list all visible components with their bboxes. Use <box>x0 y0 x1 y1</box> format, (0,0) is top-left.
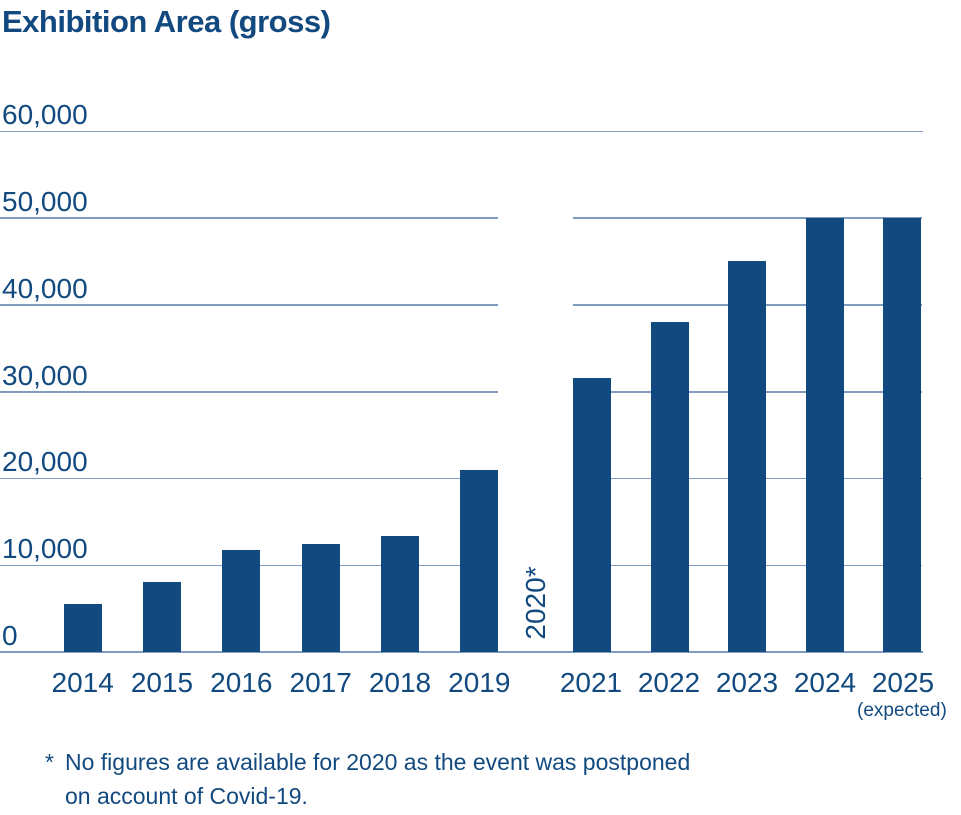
x-axis-label-2021: 2021 <box>559 667 623 698</box>
gridline <box>573 217 922 219</box>
gap-year-label: 2020* <box>520 566 551 640</box>
bar-2018 <box>380 535 419 652</box>
bar-2024 <box>805 217 844 652</box>
x-axis-label-2025: 2025 <box>871 667 935 698</box>
expected-note: (expected) <box>857 700 947 721</box>
bar-group-2021-2025 <box>573 131 921 652</box>
x-axis-label-2014: 2014 <box>51 667 114 698</box>
y-axis-label: 30,000 <box>2 359 88 391</box>
y-axis-label: 10,000 <box>2 533 88 565</box>
gridline <box>0 304 498 306</box>
chart-title: Exhibition Area (gross) <box>2 4 331 39</box>
bar-group-2014-2019 <box>64 131 498 652</box>
x-axis-label-2015: 2015 <box>130 667 194 698</box>
y-axis-label: 0 <box>2 620 18 651</box>
gridline <box>0 217 498 219</box>
bar-2014 <box>64 604 102 652</box>
footnote-line-1: No figures are available for 2020 as the… <box>65 749 691 775</box>
x-axis-label-2023: 2023 <box>715 667 779 698</box>
gridline <box>0 391 498 393</box>
x-axis-label-2024: 2024 <box>793 667 857 698</box>
bar-2022 <box>650 322 689 652</box>
gridline <box>0 651 923 653</box>
x-axis-label-2017: 2017 <box>289 667 352 698</box>
y-axis-label: 50,000 <box>2 185 88 217</box>
gridline <box>0 130 923 132</box>
x-axis-label-2016: 2016 <box>210 667 273 698</box>
bar-2015 <box>143 581 182 652</box>
y-axis-label: 20,000 <box>2 446 88 478</box>
x-axis-labels-right: 2021 2022 2023 2024 2025 <box>552 667 942 699</box>
footnote: * No figures are available for 2020 as t… <box>45 745 690 813</box>
bar-2025 <box>883 217 921 652</box>
x-axis-labels-left: 2014 2015 2016 2017 2018 2019 <box>43 667 519 699</box>
x-axis-label-2018: 2018 <box>368 667 432 698</box>
x-axis-label-2019: 2019 <box>448 667 511 698</box>
x-axis-label-2022: 2022 <box>637 667 701 698</box>
footnote-text: No figures are available for 2020 as the… <box>65 745 690 813</box>
bar-2016 <box>222 550 261 652</box>
bar-2023 <box>728 261 766 652</box>
gridline <box>0 477 498 480</box>
plot-area <box>0 130 923 653</box>
bar-2017 <box>301 544 340 652</box>
bar-2021 <box>573 378 611 652</box>
y-axis-label: 40,000 <box>2 272 88 304</box>
footnote-marker: * <box>45 749 54 775</box>
bar-2019 <box>459 469 498 652</box>
footnote-line-2: on account of Covid-19. <box>65 783 308 809</box>
y-axis-label: 60,000 <box>2 99 88 130</box>
